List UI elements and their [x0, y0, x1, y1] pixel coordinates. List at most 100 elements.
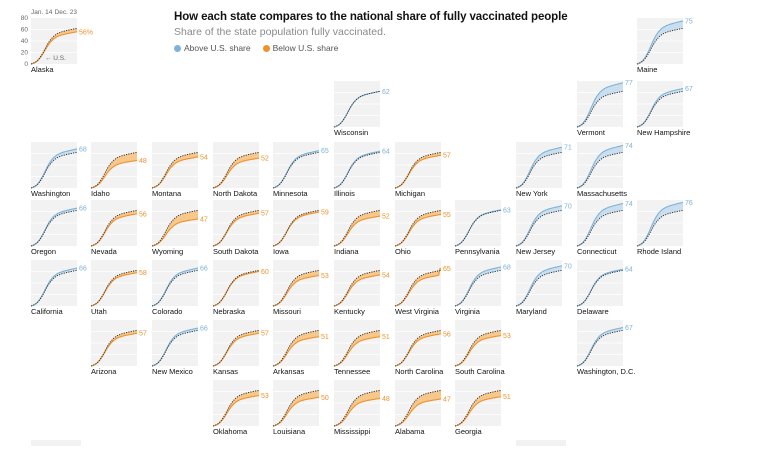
legend-below-label: Below U.S. share	[272, 43, 339, 53]
us-line	[333, 269, 381, 307]
y-tick-label: 80	[21, 15, 29, 22]
state-sparkline: 66	[30, 260, 87, 307]
us-line	[90, 209, 138, 247]
state-sparkline: 66	[151, 320, 208, 367]
state-tile: 70 Maryland	[515, 260, 576, 316]
state-sparkline: 47	[151, 200, 208, 247]
state-tile: 51 Tennessee	[333, 320, 394, 376]
us-line	[151, 329, 199, 367]
state-line	[212, 394, 260, 427]
state-name: Louisiana	[273, 427, 306, 436]
state-value-label: 63	[503, 207, 511, 214]
state-tile: 62 Wisconsin	[333, 81, 394, 137]
us-line	[515, 151, 563, 189]
state-line	[576, 144, 624, 189]
state-sparkline: 60	[212, 260, 269, 307]
state-name: Utah	[91, 307, 107, 316]
state-line	[151, 156, 199, 189]
us-line	[333, 90, 381, 128]
state-tile: 53 Missouri	[272, 260, 333, 316]
state-name: Connecticut	[577, 247, 617, 256]
us-line	[151, 269, 199, 307]
gap-area	[395, 210, 441, 246]
state-name: Pennsylvania	[455, 247, 500, 256]
state-sparkline: 47	[394, 380, 451, 427]
state-value-label: 53	[503, 333, 511, 340]
y-tick-label: 40	[21, 38, 29, 45]
us-line	[394, 151, 442, 189]
empty-tile	[31, 440, 81, 446]
state-name: Kansas	[213, 367, 239, 376]
state-tile: 47 Wyoming	[151, 200, 212, 256]
state-tile: 53 Oklahoma	[212, 380, 273, 436]
state-line	[272, 150, 320, 189]
state-line	[90, 272, 138, 307]
state-line	[636, 87, 684, 128]
state-sparkline: 77	[576, 80, 633, 128]
state-line	[333, 397, 381, 427]
state-name: Colorado	[152, 307, 183, 316]
state-value-label: 51	[321, 334, 329, 341]
state-value-label: 60	[261, 269, 269, 276]
state-line	[333, 336, 381, 367]
state-sparkline: 76	[636, 200, 693, 247]
state-name: Washington, D.C.	[577, 367, 636, 376]
us-line	[394, 269, 442, 307]
state-sparkline: 57	[212, 320, 269, 367]
gap-area	[334, 270, 380, 306]
us-line	[333, 151, 381, 189]
state-sparkline: 54	[333, 260, 390, 307]
state-tile: 66 New Mexico	[151, 320, 212, 376]
us-line	[212, 151, 260, 189]
state-value-label: 74	[625, 201, 633, 208]
state-tile: 52 North Dakota	[212, 142, 273, 198]
state-value-label: 57	[139, 331, 147, 338]
state-tile: 64 Illinois	[333, 142, 394, 198]
state-sparkline: 57	[212, 200, 269, 247]
legend-above-label: Above U.S. share	[184, 43, 251, 53]
state-tile: 74 Connecticut	[576, 200, 637, 256]
state-tile: 48 Idaho	[90, 142, 151, 198]
us-line	[212, 269, 260, 307]
us-line	[576, 329, 624, 367]
gap-area	[577, 203, 623, 246]
state-line	[30, 148, 78, 189]
state-sparkline: 54	[151, 142, 208, 189]
us-line	[636, 90, 684, 128]
state-line	[636, 20, 684, 65]
state-tile: 76 Rhode Island	[636, 200, 697, 256]
state-line	[394, 154, 442, 189]
state-value-label: 50	[321, 395, 329, 402]
empty-tile	[516, 440, 566, 446]
state-name: Indiana	[334, 247, 359, 256]
state-sparkline: 56	[394, 320, 451, 367]
state-name: New York	[516, 189, 548, 198]
state-sparkline: 57	[394, 142, 451, 189]
state-value-label: 64	[625, 267, 633, 274]
state-line	[394, 268, 441, 307]
state-name: Maine	[637, 65, 658, 74]
state-sparkline: 53	[272, 260, 329, 307]
legend-below-swatch	[262, 44, 270, 52]
us-line	[90, 329, 138, 367]
state-sparkline: 51	[333, 320, 390, 367]
state-name: New Jersey	[516, 247, 556, 256]
state-value-label: 53	[261, 393, 269, 400]
us-line	[212, 209, 260, 247]
state-name: Georgia	[455, 427, 482, 436]
gap-area	[577, 82, 623, 127]
us-line	[151, 209, 199, 247]
state-tile: 55 Ohio	[394, 200, 455, 256]
state-line	[30, 267, 78, 307]
state-line	[454, 334, 502, 367]
chart-subtitle: Share of the state population fully vacc…	[174, 26, 386, 38]
state-sparkline: 52	[333, 200, 390, 247]
state-tile: 54 Kentucky	[333, 260, 394, 316]
state-tile: 68 Washington	[30, 142, 91, 198]
state-name: California	[31, 307, 63, 316]
state-value-label: 56%	[79, 29, 93, 36]
state-line	[394, 333, 442, 367]
state-value-label: 62	[382, 89, 390, 96]
